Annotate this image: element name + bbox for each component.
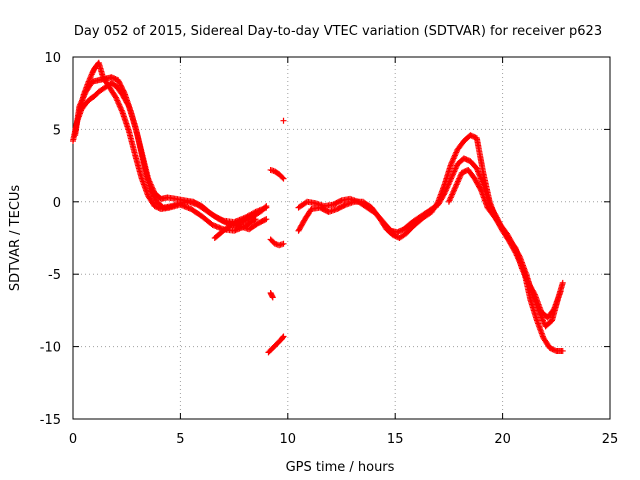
data-point xyxy=(516,252,523,259)
x-tick-label: 20 xyxy=(494,432,511,447)
series-track-d xyxy=(211,216,270,241)
series-segment-9h-upper xyxy=(267,166,287,182)
data-point xyxy=(263,216,270,223)
data-point xyxy=(477,185,484,192)
series-track-g xyxy=(445,166,566,330)
series-track-f xyxy=(295,155,564,321)
data-point xyxy=(118,83,125,90)
data-point xyxy=(120,88,127,95)
y-axis-label: SDTVAR / TECUs xyxy=(8,185,23,292)
data-point xyxy=(559,279,566,286)
series-segment-9h-low xyxy=(267,290,276,301)
data-point xyxy=(559,347,566,354)
series-isolated-point xyxy=(280,117,287,124)
data-point xyxy=(120,87,127,94)
data-point xyxy=(262,216,269,223)
data-point xyxy=(219,217,226,224)
data-point xyxy=(280,117,287,124)
data-point xyxy=(115,78,122,85)
data-point xyxy=(341,202,348,209)
series-track-e xyxy=(295,132,566,354)
x-tick-label: 15 xyxy=(387,432,404,447)
x-tick-label: 10 xyxy=(280,432,297,447)
data-point xyxy=(269,294,276,301)
data-point xyxy=(440,191,447,198)
x-tick-labels: 0 5 10 15 20 25 xyxy=(69,432,618,447)
data-point xyxy=(119,86,126,93)
data-point xyxy=(251,209,258,216)
data-point xyxy=(252,216,259,223)
y-tick-label: -5 xyxy=(48,268,61,283)
data-point xyxy=(280,333,287,340)
axis-ticks xyxy=(72,56,611,420)
x-axis-label: GPS time / hours xyxy=(286,460,395,475)
data-point xyxy=(280,240,287,247)
y-tick-label: -15 xyxy=(40,413,61,428)
y-tick-label: -10 xyxy=(40,341,61,356)
series-track-c xyxy=(76,59,259,234)
series-segment-9h-mid xyxy=(267,236,287,249)
data-point xyxy=(337,197,344,204)
data-point xyxy=(118,84,125,91)
plot-frame xyxy=(72,56,611,420)
data-point xyxy=(280,175,287,182)
data-point xyxy=(117,81,124,88)
x-tick-label: 0 xyxy=(69,432,77,447)
x-tick-label: 5 xyxy=(176,432,184,447)
data-point xyxy=(117,82,124,89)
series-segment-9h-bottom xyxy=(265,333,287,356)
y-tick-label: 5 xyxy=(53,123,61,138)
x-tick-label: 25 xyxy=(602,432,619,447)
series-track-b xyxy=(72,74,270,226)
data-point xyxy=(263,204,270,211)
chart-title: Day 052 of 2015, Sidereal Day-to-day VTE… xyxy=(74,24,602,39)
data-point xyxy=(279,334,286,341)
data-points xyxy=(70,59,566,356)
data-point xyxy=(116,79,123,86)
y-tick-label: 0 xyxy=(53,196,61,211)
data-point xyxy=(279,174,286,181)
data-point xyxy=(251,216,258,223)
grid-lines xyxy=(73,57,610,419)
y-tick-labels: -15 -10 -5 0 5 10 xyxy=(40,51,61,428)
data-point xyxy=(115,77,122,84)
y-tick-label: 10 xyxy=(44,51,61,66)
